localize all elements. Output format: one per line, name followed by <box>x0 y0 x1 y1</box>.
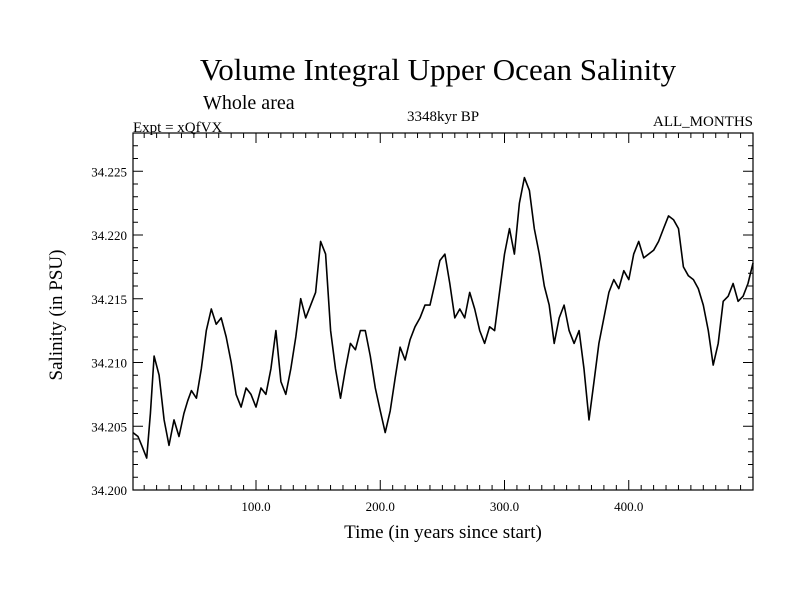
y-tick-label: 34.200 <box>91 483 127 498</box>
x-tick-label: 400.0 <box>614 499 643 514</box>
chart-subtitle: Whole area <box>203 92 295 114</box>
x-axis-label: Time (in years since start) <box>344 522 542 543</box>
x-tick-label: 300.0 <box>490 499 519 514</box>
months-label: ALL_MONTHS <box>653 114 753 130</box>
experiment-label: Expt = xQfVX <box>133 120 222 136</box>
tick-labels: 100.0 200.0 300.0 400.0 34.200 34.205 34.210 34… <box>91 164 643 514</box>
y-tick-label: 34.215 <box>91 292 127 307</box>
y-tick-label: 34.225 <box>91 164 127 179</box>
y-axis-label: Salinity (in PSU) <box>46 250 67 381</box>
x-tick-label: 200.0 <box>366 499 395 514</box>
y-tick-label: 34.205 <box>91 419 127 434</box>
salinity-series-line <box>132 176 754 459</box>
x-tick-label: 100.0 <box>241 499 270 514</box>
y-tick-label: 34.220 <box>91 228 127 243</box>
axis-ticks <box>133 132 753 491</box>
y-tick-label: 34.210 <box>91 356 127 371</box>
plot-frame <box>132 132 754 491</box>
period-label: 3348kyr BP <box>407 109 479 125</box>
chart-title: Volume Integral Upper Ocean Salinity <box>200 52 677 87</box>
